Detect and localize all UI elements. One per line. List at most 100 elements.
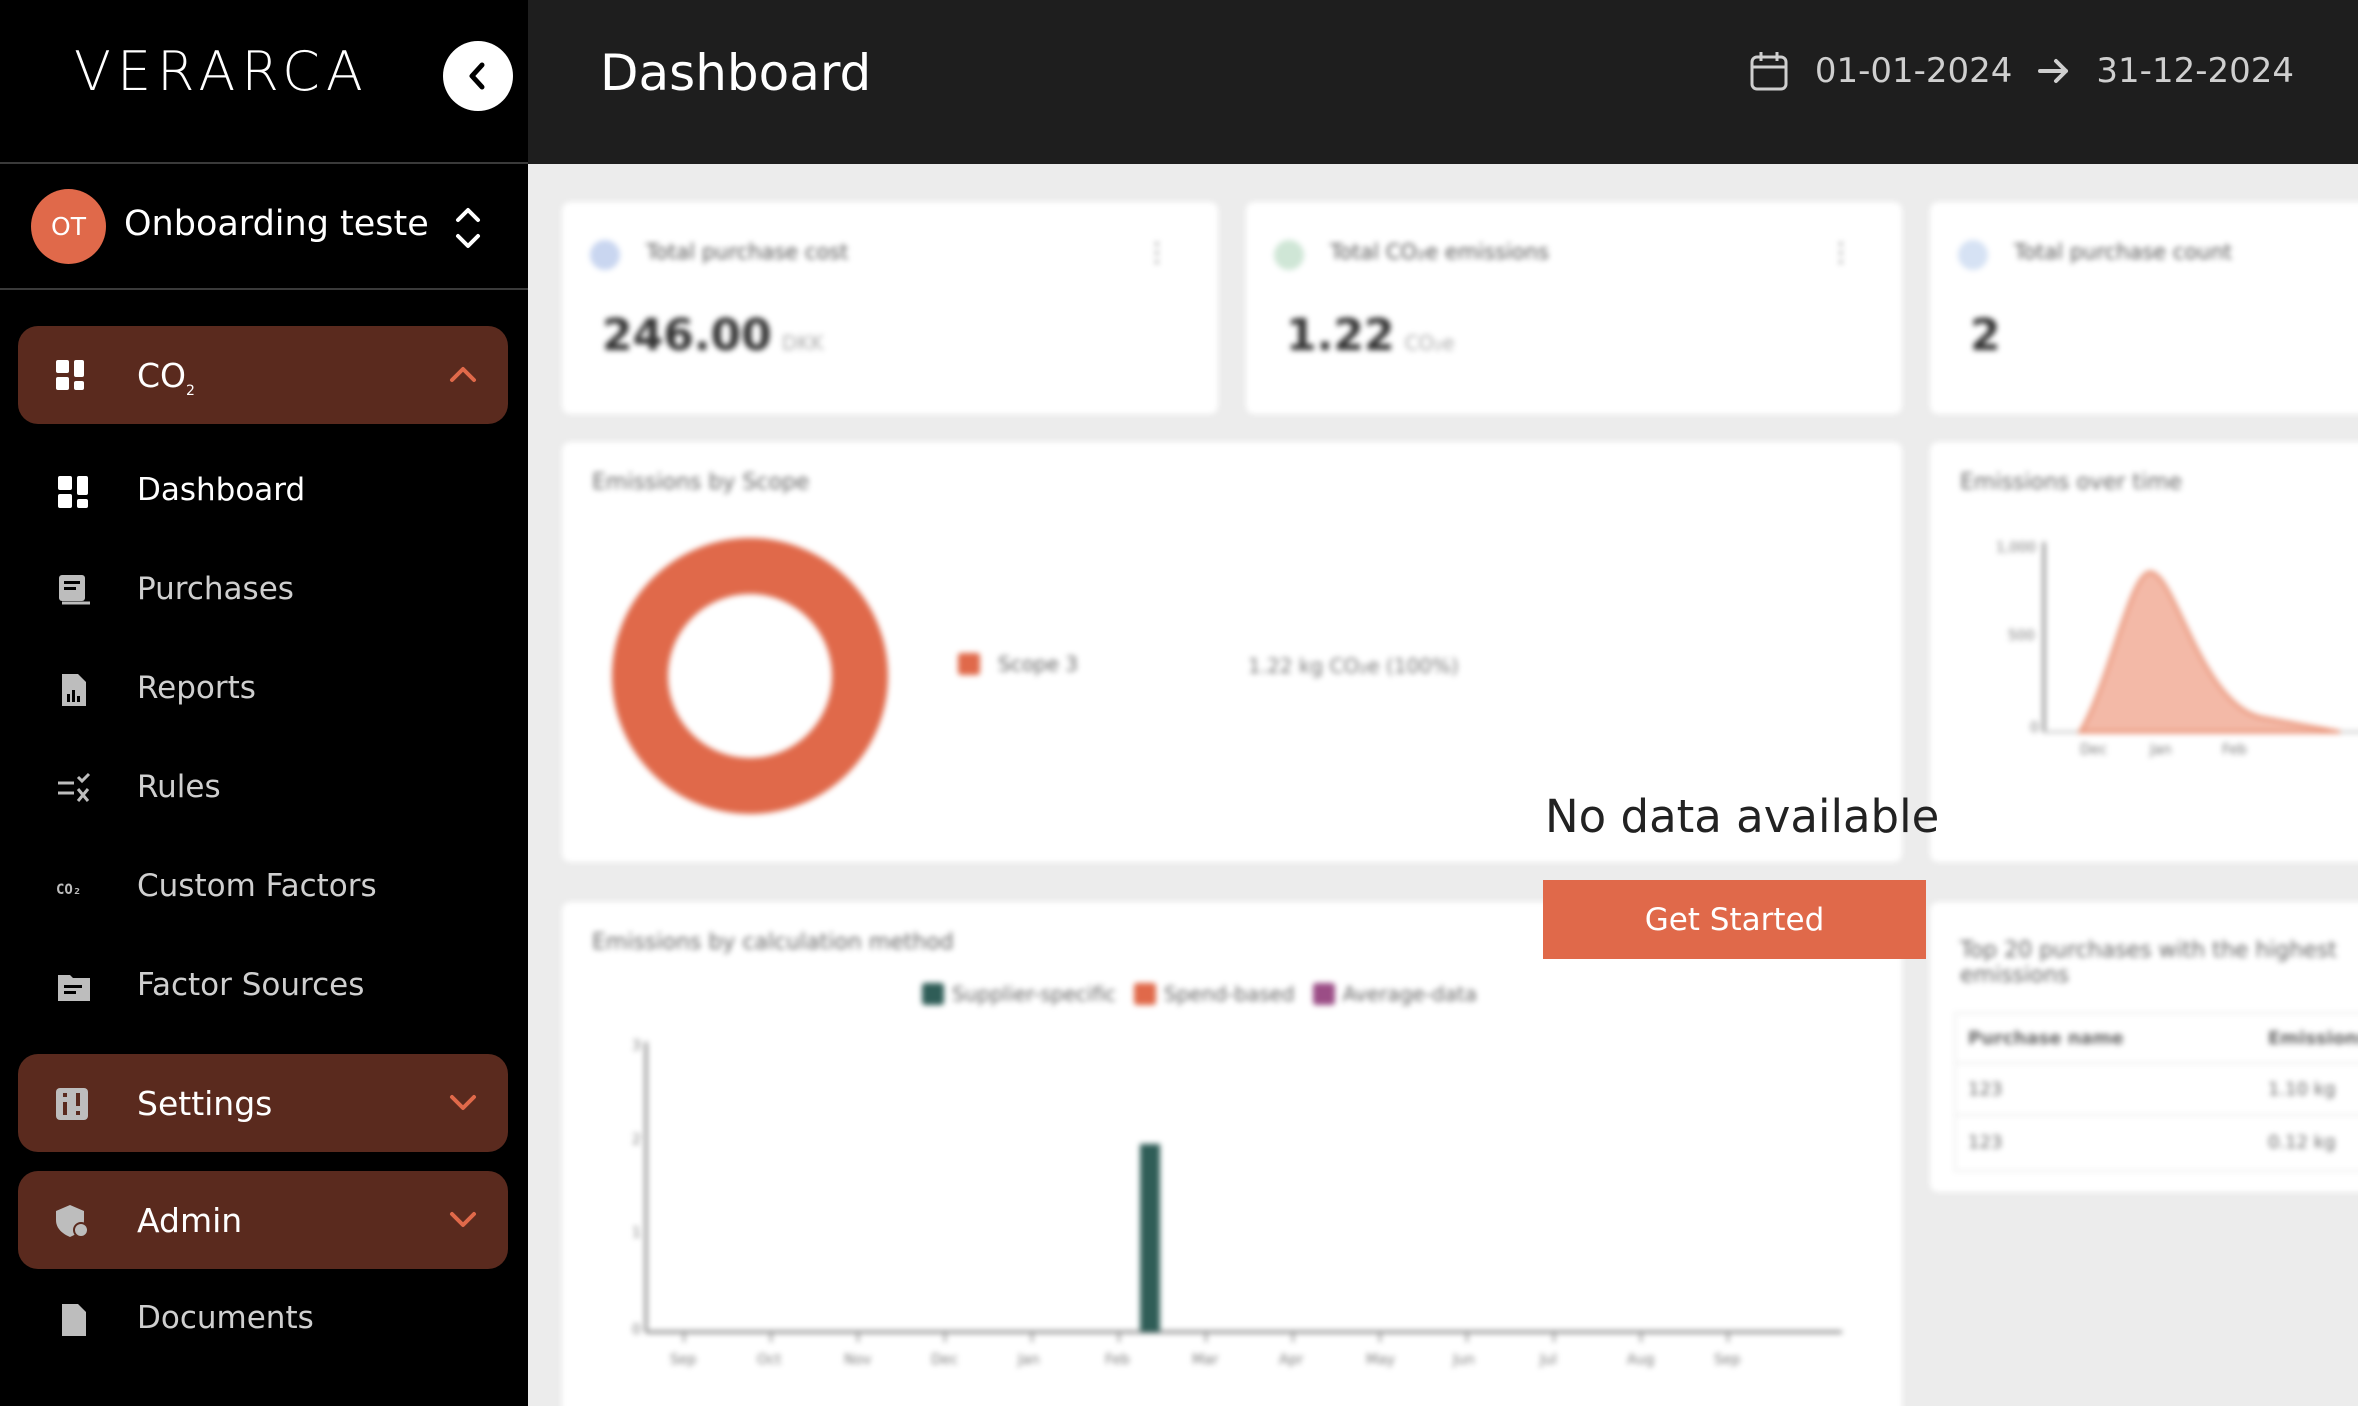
x-axis-label: Sep <box>670 1352 697 1368</box>
x-axis-label: Apr <box>1279 1352 1303 1368</box>
collapse-sidebar-button[interactable] <box>443 41 513 111</box>
kpi-title: Total purchase cost <box>646 240 849 264</box>
org-switcher[interactable]: OT Onboarding tester <box>0 164 528 290</box>
top-purchases-card: Top 20 purchases with the highest emissi… <box>1930 902 2358 1192</box>
calendar-icon <box>1750 52 1788 91</box>
svg-text:2: 2 <box>632 1132 641 1148</box>
sidebar-item-label: Rules <box>137 769 221 805</box>
nav-group-settings-label: Settings <box>137 1084 273 1123</box>
blurred-dashboard: Total purchase cost ⋮ 246.00 DKK Total CO… <box>528 164 2358 1406</box>
x-axis-label: Jun <box>1452 1352 1475 1368</box>
sidebar-item-label: Documents <box>137 1300 314 1336</box>
sidebar-item-label: Reports <box>137 670 256 706</box>
arrow-right-icon <box>2038 59 2069 83</box>
logo-row: VERARCA <box>0 0 528 164</box>
date-from: 01-01-2024 <box>1814 51 2013 91</box>
kpi-card-count: Total purchase count 2 <box>1930 202 2358 414</box>
leaf-icon <box>1274 240 1304 270</box>
receipt-icon <box>59 575 90 605</box>
no-data-message: No data available <box>1545 790 1940 843</box>
sidebar-item-purchases[interactable]: Purchases <box>18 551 508 631</box>
scope-value: 1.22 kg CO₂e (100%) <box>1248 654 1459 678</box>
sidebar-item-rules[interactable]: Rules <box>18 749 508 829</box>
x-axis-label: Nov <box>844 1352 871 1368</box>
sidebar-item-documents[interactable]: Documents <box>18 1280 508 1360</box>
legend-label: Supplier-specific <box>952 982 1116 1006</box>
svg-text:3: 3 <box>632 1038 641 1054</box>
avatar: OT <box>31 189 106 264</box>
kpi-title: Total CO₂e emissions <box>1330 240 1549 264</box>
emissions-by-method-card: Emissions by calculation method Supplier… <box>562 902 1902 1406</box>
folder-icon <box>58 975 90 1001</box>
x-axis-label: Dec <box>931 1352 958 1368</box>
table-row[interactable]: 123 0.12 kg <box>1968 1131 2336 1153</box>
x-axis-label: Sep <box>1714 1352 1741 1368</box>
x-axis-label: Jan <box>1017 1352 1040 1368</box>
sidebar: VERARCA OT Onboarding tester CO2 Dashboa… <box>0 0 528 1406</box>
sidebar-item-dashboard[interactable]: Dashboard <box>18 452 508 532</box>
x-axis-label: Oct <box>757 1352 782 1368</box>
cart-icon <box>1958 240 1988 270</box>
table-row[interactable]: 123 1.10 kg <box>1956 1064 2358 1116</box>
emissions-area-chart: 1,000 500 0 Dec Jan Feb <box>1996 540 2358 758</box>
legend-label: Scope 3 <box>998 652 1079 676</box>
nav-group-settings[interactable]: Settings <box>18 1054 508 1152</box>
co2-icon: CO₂ <box>56 882 81 898</box>
dashboard-grid-icon <box>58 476 88 508</box>
emissions-over-time-card: Emissions over time 1,000 500 0 Dec Jan … <box>1930 442 2358 862</box>
date-range-picker[interactable]: 01-01-2024 31-12-2024 <box>1749 50 2294 92</box>
sidebar-item-label: Dashboard <box>137 472 306 508</box>
kpi-value: 246.00 DKK <box>602 310 824 361</box>
kebab-menu-icon[interactable]: ⋮ <box>1828 238 1854 268</box>
logo[interactable]: VERARCA <box>74 40 369 103</box>
x-axis-label: Aug <box>1627 1352 1654 1368</box>
card-title: Emissions by Scope <box>592 470 810 495</box>
nav-group-co2[interactable]: CO2 <box>18 326 508 424</box>
chevron-left-icon <box>469 62 485 90</box>
svg-text:0: 0 <box>632 1322 641 1338</box>
kpi-title: Total purchase count <box>2014 240 2233 264</box>
svg-text:1,000: 1,000 <box>1996 540 2036 556</box>
card-title: Top 20 purchases with the highest emissi… <box>1960 938 2337 988</box>
document-icon <box>62 1304 86 1336</box>
x-axis-label: Feb <box>1105 1352 1130 1368</box>
dashboard-grid-icon <box>56 360 84 390</box>
nav-group-admin[interactable]: Admin <box>18 1171 508 1269</box>
sidebar-item-reports[interactable]: Reports <box>18 650 508 730</box>
nav-group-admin-label: Admin <box>137 1201 243 1240</box>
sidebar-item-factor-sources[interactable]: Factor Sources <box>18 947 508 1027</box>
chevron-down-icon <box>450 1212 476 1227</box>
sidebar-item-label: Custom Factors <box>137 868 377 904</box>
get-started-button[interactable]: Get Started <box>1543 880 1926 959</box>
org-name: Onboarding tester <box>124 204 428 244</box>
x-axis-label: Mar <box>1192 1352 1219 1368</box>
chevron-down-icon <box>450 1095 476 1110</box>
settings-sliders-icon <box>56 1088 88 1120</box>
nav-group-co2-label: CO2 <box>137 356 195 399</box>
emissions-by-scope-card: Emissions by Scope Scope 3 1.22 kg CO₂e … <box>562 442 1902 862</box>
svg-text:Dec: Dec <box>2080 742 2107 758</box>
method-bar-chart: 3 2 1 0 Sep Oct Nov Dec Jan Feb Mar Apr May Jun Ju… <box>632 1038 1842 1368</box>
x-axis-label: May <box>1366 1352 1395 1368</box>
svg-text:0: 0 <box>2030 720 2039 736</box>
page-title: Dashboard <box>600 44 872 102</box>
admin-shield-icon <box>56 1205 88 1237</box>
kpi-value: 1.22 CO₂e <box>1286 310 1455 361</box>
chevron-up-icon <box>450 367 476 382</box>
top-purchases-table: Purchase name Emissions 123 1.10 kg 123 … <box>1954 1012 2358 1172</box>
top-header: Dashboard 01-01-2024 31-12-2024 <box>528 0 2358 164</box>
date-to: 31-12-2024 <box>2096 51 2294 91</box>
sidebar-item-label: Purchases <box>137 571 294 607</box>
kebab-menu-icon[interactable]: ⋮ <box>1144 238 1170 268</box>
svg-text:CO₂: CO₂ <box>56 882 81 898</box>
method-legend: Supplier-specific Spend-based Average-da… <box>922 982 1477 1006</box>
sidebar-item-custom-factors[interactable]: CO₂ Custom Factors <box>18 848 508 928</box>
report-document-icon <box>62 674 86 706</box>
svg-text:Jan: Jan <box>2149 742 2172 758</box>
sidebar-item-label: Factor Sources <box>137 967 365 1003</box>
chevron-up-down-icon[interactable] <box>452 204 484 252</box>
x-axis-label: Jul <box>1539 1352 1557 1368</box>
scope-legend: Scope 3 <box>958 652 1078 676</box>
svg-text:1: 1 <box>632 1225 641 1241</box>
rules-icon <box>58 772 91 802</box>
